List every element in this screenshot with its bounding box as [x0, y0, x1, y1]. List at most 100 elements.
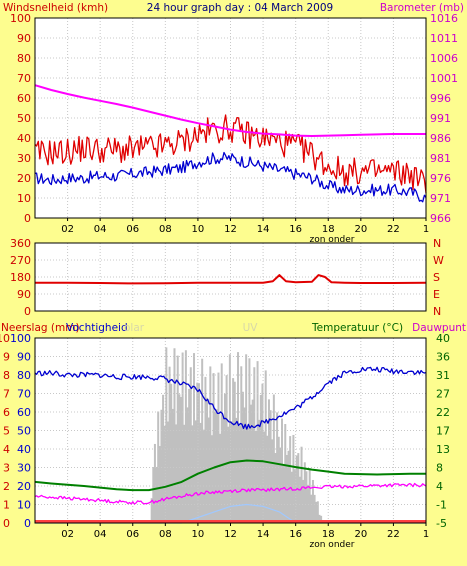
rain-axis-tick-label: 4	[3, 443, 10, 456]
barometer-axis-tick-label: 976	[430, 172, 451, 185]
humidity-axis-title: Vochtigheid	[66, 322, 128, 334]
temperature-axis-tick-label: 4	[436, 480, 443, 493]
compass-tick-label: E	[433, 288, 440, 301]
solar-bar	[155, 466, 158, 523]
climate-panel-x-label: 1	[423, 529, 429, 540]
compass-tick-label: N	[433, 305, 441, 318]
humidity-axis-tick-label: 0	[24, 517, 31, 530]
barometer-axis-tick-label: 986	[430, 132, 451, 145]
direction-axis-tick-label: 0	[24, 305, 31, 318]
wind-axis-tick-label: 80	[17, 52, 31, 65]
wind-panel-x-label: 04	[94, 224, 107, 235]
wind-axis-tick-label: 10	[17, 192, 31, 205]
solar-bar	[228, 354, 231, 523]
compass-tick-label: W	[433, 254, 444, 267]
climate-panel-x-label: 02	[61, 529, 74, 540]
solar-bar	[158, 446, 161, 523]
solar-bar	[303, 462, 306, 523]
solar-bar	[230, 421, 233, 523]
wind-panel-x-label: 06	[126, 224, 139, 235]
solar-bar	[202, 429, 205, 523]
solar-bar	[220, 363, 223, 523]
series-rain-bar	[35, 520, 426, 523]
solar-bar	[297, 453, 300, 523]
solar-bar	[165, 347, 168, 523]
series-humidity-line	[34, 366, 427, 430]
wind-panel-x-label: 18	[322, 224, 335, 235]
uv-axis-title: UV	[243, 322, 259, 334]
solar-bar	[186, 407, 189, 523]
wind-axis-tick-label: 90	[17, 32, 31, 45]
climate-panel-x-label: 10	[192, 529, 205, 540]
rain-axis-tick-label: 10	[0, 332, 10, 345]
solar-axis-title: olar	[124, 322, 145, 334]
climate-panel-x-label: 16	[289, 529, 302, 540]
solar-bar	[204, 376, 207, 523]
humidity-axis-tick-label: 40	[17, 443, 31, 456]
solar-bar	[256, 361, 259, 523]
solar-bar	[254, 430, 257, 523]
solar-bar	[315, 501, 318, 523]
wind-axis-tick-label: 100	[10, 12, 31, 25]
humidity-axis-tick-label: 90	[17, 351, 31, 364]
solar-bar	[277, 436, 280, 523]
solar-bar	[212, 373, 215, 523]
humidity-axis-tick-label: 70	[17, 388, 31, 401]
direction-axis-tick-label: 360	[10, 237, 31, 250]
barometer-axis-tick-label: 966	[430, 212, 451, 225]
rain-axis-tick-label: 0	[3, 517, 10, 530]
temperature-axis-tick-label: 22	[436, 406, 450, 419]
barometer-axis-tick-label: 1001	[430, 72, 458, 85]
solar-bar	[289, 436, 292, 523]
compass-tick-label: N	[433, 237, 441, 250]
solar-bar	[253, 367, 256, 523]
humidity-axis-tick-label: 60	[17, 406, 31, 419]
solar-bar	[181, 352, 184, 523]
solar-bar	[175, 424, 178, 523]
wind-axis-tick-label: 70	[17, 72, 31, 85]
solar-bar	[238, 425, 241, 523]
barometer-axis-tick-label: 991	[430, 112, 451, 125]
barometer-axis-tick-label: 996	[430, 92, 451, 105]
temperature-axis-tick-label: 17	[436, 425, 450, 438]
solar-bar	[163, 425, 166, 523]
compass-tick-label: S	[433, 271, 440, 284]
climate-panel-x-label: 12	[224, 529, 237, 540]
wind-panel-x-label: 10	[192, 224, 205, 235]
wind-axis-tick-label: 40	[17, 132, 31, 145]
chart-title: 24 hour graph day : 04 March 2009	[147, 2, 333, 14]
solar-bar	[173, 348, 176, 523]
solar-bar	[227, 426, 230, 523]
solar-bar	[168, 366, 171, 523]
solar-bar	[179, 396, 182, 523]
humidity-axis-tick-label: 80	[17, 369, 31, 382]
series-barometer-line	[34, 84, 426, 137]
solar-bar	[258, 419, 261, 523]
direction-axis-tick-label: 180	[10, 271, 31, 284]
temperature-axis-tick-label: 13	[436, 443, 450, 456]
solar-bar	[274, 453, 277, 523]
barometer-axis-tick-label: 981	[430, 152, 451, 165]
humidity-axis-tick-label: 100	[10, 332, 31, 345]
temperature-axis-title: Temperatuur (°C)	[311, 322, 403, 334]
solar-bar	[191, 425, 194, 523]
solar-bar	[176, 355, 179, 523]
wind-axis-tick-label: 0	[24, 212, 31, 225]
wind-panel-x-label: 22	[387, 224, 400, 235]
humidity-axis-tick-label: 10	[17, 499, 31, 512]
solar-bar	[310, 494, 313, 523]
sunset-label-bottom: zon onder	[310, 540, 355, 550]
solar-bar	[206, 397, 209, 523]
temperature-axis-tick-label: -5	[436, 517, 447, 530]
direction-panel-frame	[34, 242, 427, 312]
temperature-axis-tick-label: 40	[436, 332, 450, 345]
solar-bar	[298, 476, 301, 523]
solar-bar	[294, 469, 297, 523]
solar-bar	[248, 358, 251, 523]
solar-bar	[152, 467, 155, 523]
solar-bar	[261, 383, 264, 523]
solar-bar	[166, 421, 169, 523]
solar-bar	[276, 412, 279, 523]
solar-bar	[318, 514, 321, 523]
solar-bar	[150, 498, 153, 523]
